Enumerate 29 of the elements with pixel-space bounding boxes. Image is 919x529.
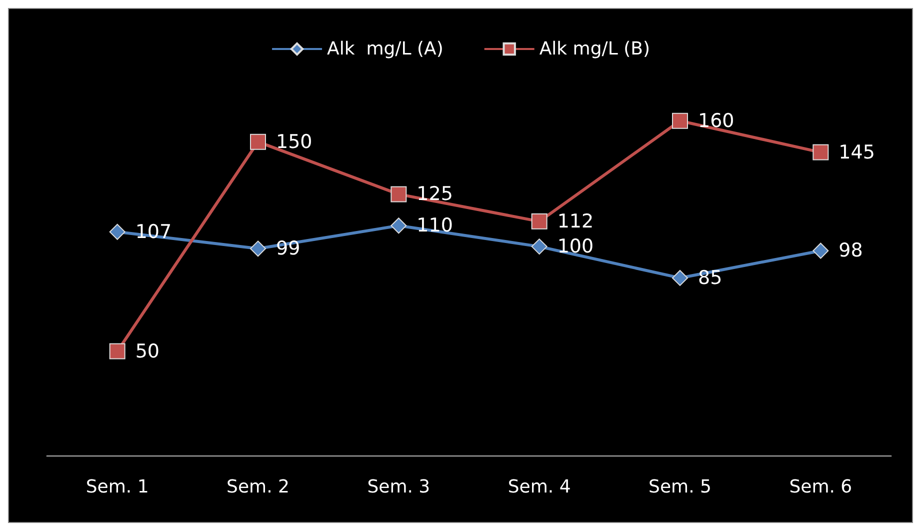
x-tick-label: Sem. 2: [226, 476, 290, 498]
x-tick-label: Sem. 5: [648, 476, 712, 498]
data-label: 125: [416, 183, 453, 206]
point: [812, 242, 829, 259]
data-label: 100: [557, 236, 594, 258]
point: [250, 134, 266, 150]
point: [109, 224, 126, 240]
point: [531, 213, 548, 230]
x-tick-label: Sem. 3: [367, 476, 430, 498]
point: [672, 112, 688, 129]
data-label: 112: [557, 210, 594, 232]
point: [109, 343, 126, 360]
point: [390, 186, 407, 202]
data-label: 145: [838, 141, 875, 164]
x-tick-label: Sem. 4: [508, 476, 571, 498]
data-label: 160: [698, 110, 734, 132]
x-tick-label: Sem. 1: [86, 476, 149, 498]
legend-label: Alk mg/L (A): [327, 38, 444, 60]
data-label: 85: [698, 266, 722, 289]
point: [812, 144, 829, 160]
point: [250, 240, 266, 257]
point: [531, 238, 548, 255]
point: [390, 218, 407, 234]
legend-label: Alk mg/L (B): [539, 38, 650, 60]
data-label: 50: [135, 340, 160, 362]
point: [672, 270, 688, 286]
data-label: 98: [838, 240, 863, 262]
data-label: 150: [276, 130, 312, 153]
x-tick-label: Sem. 6: [789, 476, 852, 498]
